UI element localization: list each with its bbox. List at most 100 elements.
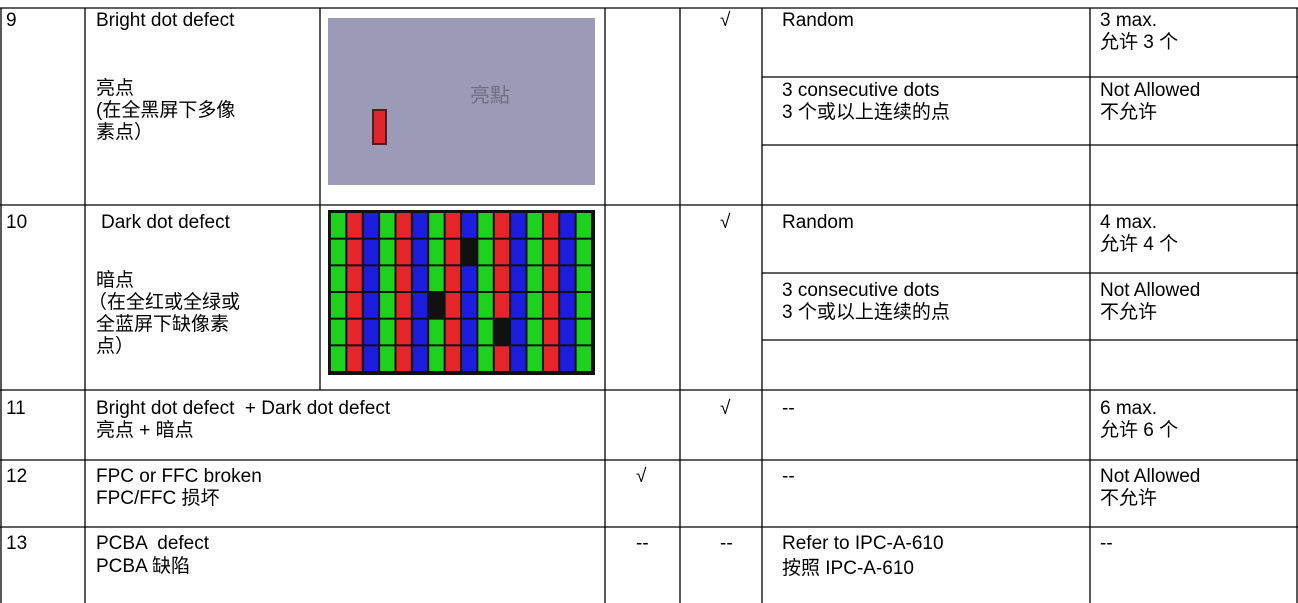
pixel bbox=[576, 266, 591, 291]
pixel bbox=[560, 293, 575, 318]
description: PCBA defect bbox=[96, 533, 210, 554]
pixel bbox=[560, 239, 575, 265]
condition: Refer to IPC-A-610 bbox=[782, 533, 944, 554]
pixel bbox=[396, 319, 411, 345]
pixel bbox=[543, 239, 559, 265]
pixel bbox=[576, 319, 591, 345]
description: FPC/FFC 损坏 bbox=[96, 488, 220, 509]
pixel bbox=[511, 293, 526, 318]
limit: 6 max. bbox=[1100, 398, 1158, 419]
pixel bbox=[543, 319, 559, 345]
condition: -- bbox=[782, 398, 795, 419]
check-mark: √ bbox=[720, 398, 731, 419]
row-number: 12 bbox=[6, 466, 28, 487]
pixel bbox=[363, 293, 379, 318]
description: （在全红或全绿或 bbox=[88, 292, 241, 313]
description: 素点） bbox=[96, 122, 154, 143]
pixel bbox=[494, 213, 510, 238]
pixel bbox=[478, 293, 493, 318]
limit: -- bbox=[1100, 533, 1113, 554]
limit: 允许 6 个 bbox=[1100, 420, 1179, 441]
condition: 3 consecutive dots bbox=[782, 80, 940, 101]
pixel bbox=[380, 319, 395, 345]
pixel bbox=[396, 239, 411, 265]
pixel bbox=[560, 319, 575, 345]
condition: Random bbox=[782, 10, 854, 31]
pixel bbox=[445, 266, 460, 291]
condition: Random bbox=[782, 212, 854, 233]
pixel bbox=[429, 293, 444, 318]
check-mark: -- bbox=[636, 533, 649, 554]
pixel bbox=[462, 346, 477, 371]
pixel bbox=[462, 239, 477, 265]
pixel bbox=[494, 266, 510, 291]
limit: Not Allowed bbox=[1100, 466, 1201, 487]
limit: Not Allowed bbox=[1100, 80, 1201, 101]
pixel bbox=[494, 293, 510, 318]
pixel bbox=[478, 319, 493, 345]
check-mark: -- bbox=[720, 533, 733, 554]
pixel bbox=[511, 213, 526, 238]
pixel bbox=[462, 293, 477, 318]
pixel bbox=[347, 239, 362, 265]
row-number: 9 bbox=[6, 10, 17, 31]
pixel bbox=[331, 239, 346, 265]
pixel bbox=[412, 346, 428, 371]
condition: -- bbox=[782, 466, 795, 487]
pixel bbox=[445, 239, 460, 265]
pixel bbox=[511, 319, 526, 345]
pixel bbox=[462, 319, 477, 345]
pixel bbox=[494, 239, 510, 265]
pixel bbox=[347, 213, 362, 238]
pixel bbox=[478, 213, 493, 238]
pixel bbox=[494, 346, 510, 371]
pixel bbox=[527, 239, 542, 265]
pixel bbox=[527, 213, 542, 238]
limit: 允许 3 个 bbox=[1100, 32, 1179, 53]
pixel bbox=[380, 239, 395, 265]
pixel bbox=[527, 266, 542, 291]
description: 点） bbox=[96, 336, 135, 357]
row-number: 13 bbox=[6, 533, 28, 554]
pixel bbox=[478, 239, 493, 265]
pixel bbox=[363, 346, 379, 371]
description: 暗点 bbox=[96, 270, 135, 291]
pixel bbox=[462, 266, 477, 291]
pixel bbox=[560, 266, 575, 291]
pixel bbox=[412, 213, 428, 238]
limit: 不允许 bbox=[1100, 488, 1158, 509]
condition: 3 个或以上连续的点 bbox=[782, 302, 950, 323]
description: 亮点 bbox=[96, 78, 135, 99]
pixel bbox=[576, 213, 591, 238]
pixel bbox=[331, 293, 346, 318]
pixel bbox=[445, 293, 460, 318]
pixel bbox=[331, 346, 346, 371]
pixel bbox=[576, 346, 591, 371]
pixel bbox=[429, 239, 444, 265]
pixel bbox=[396, 266, 411, 291]
pixel bbox=[478, 346, 493, 371]
pixel bbox=[331, 266, 346, 291]
pixel bbox=[347, 319, 362, 345]
description: FPC or FFC broken bbox=[96, 466, 262, 487]
limit: Not Allowed bbox=[1100, 280, 1201, 301]
pixel bbox=[380, 346, 395, 371]
condition: 按照 IPC-A-610 bbox=[782, 558, 914, 579]
check-mark: √ bbox=[720, 212, 731, 233]
check-mark: √ bbox=[720, 10, 731, 31]
image-caption: 亮點 bbox=[470, 85, 510, 107]
pixel bbox=[576, 293, 591, 318]
pixel bbox=[543, 213, 559, 238]
pixel bbox=[412, 319, 428, 345]
pixel bbox=[576, 239, 591, 265]
pixel bbox=[363, 239, 379, 265]
pixel bbox=[396, 293, 411, 318]
condition: 3 个或以上连续的点 bbox=[782, 102, 950, 123]
pixel bbox=[527, 293, 542, 318]
description: Dark dot defect bbox=[101, 212, 230, 233]
pixel bbox=[429, 319, 444, 345]
pixel bbox=[543, 346, 559, 371]
pixel bbox=[543, 266, 559, 291]
